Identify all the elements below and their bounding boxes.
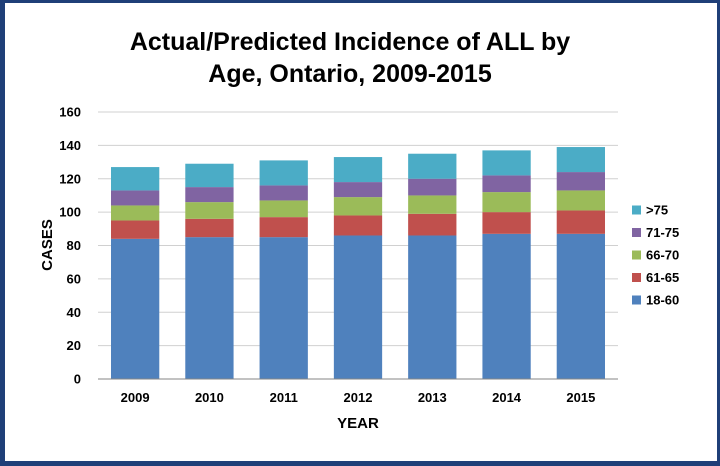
bar-2014-66-70 bbox=[482, 192, 531, 213]
y-tick-label: 160 bbox=[59, 105, 81, 120]
bar-2009->75 bbox=[111, 167, 160, 191]
bar-2010-71-75 bbox=[185, 187, 234, 203]
y-tick-label: 0 bbox=[74, 372, 81, 387]
bar-2011-71-75 bbox=[259, 185, 308, 201]
bar-2012->75 bbox=[333, 157, 383, 183]
legend-swatch-61-65 bbox=[632, 273, 641, 282]
x-tick-label: 2012 bbox=[344, 390, 373, 405]
legend-swatch-66-70 bbox=[632, 250, 641, 260]
y-tick-labels: 0 20 40 60 80 100 120 140 160 bbox=[59, 105, 81, 387]
y-tick-label: 80 bbox=[67, 238, 81, 253]
bar-2012-66-70 bbox=[333, 197, 383, 216]
bar-2010->75 bbox=[185, 163, 234, 188]
bar-2011-66-70 bbox=[259, 200, 308, 218]
legend-label: 66-70 bbox=[646, 248, 679, 263]
bar-2013-18-60 bbox=[408, 235, 457, 379]
bar-2014->75 bbox=[482, 150, 531, 176]
bar-2012-18-60 bbox=[333, 235, 383, 379]
x-tick-label: 2009 bbox=[121, 390, 150, 405]
bar-2015-66-70 bbox=[556, 190, 605, 211]
bar-2011-18-60 bbox=[259, 237, 308, 379]
bar-2015->75 bbox=[556, 147, 605, 173]
bar-2009-18-60 bbox=[111, 238, 160, 379]
legend-label: 61-65 bbox=[646, 270, 679, 285]
bar-2009-66-70 bbox=[111, 205, 160, 221]
legend-swatch->75 bbox=[632, 205, 641, 215]
y-tick-label: 40 bbox=[67, 305, 81, 320]
x-tick-label: 2013 bbox=[418, 390, 447, 405]
y-tick-label: 60 bbox=[67, 271, 81, 286]
bar-2014-18-60 bbox=[482, 233, 531, 379]
x-tick-labels: 2009 2010 2011 2012 2013 2014 2015 bbox=[121, 390, 596, 405]
bar-2010-18-60 bbox=[185, 237, 234, 379]
x-tick-label: 2014 bbox=[492, 390, 522, 405]
bar-2014-61-65 bbox=[482, 212, 531, 234]
bar-2012-61-65 bbox=[333, 215, 383, 236]
bar-2013->75 bbox=[408, 153, 457, 179]
y-tick-label: 100 bbox=[59, 205, 81, 220]
y-tick-label: 140 bbox=[59, 138, 81, 153]
bar-2013-71-75 bbox=[408, 178, 457, 196]
bar-2013-61-65 bbox=[408, 213, 457, 236]
bar-2012-71-75 bbox=[333, 182, 383, 198]
x-tick-label: 2015 bbox=[566, 390, 595, 405]
legend-label: 71-75 bbox=[646, 225, 679, 240]
bar-2009-71-75 bbox=[111, 190, 160, 206]
bar-2011-61-65 bbox=[259, 217, 308, 238]
legend: >75 71-75 66-70 61-65 18-60 bbox=[632, 203, 679, 308]
legend-label: 18-60 bbox=[646, 293, 679, 308]
bar-2009-61-65 bbox=[111, 220, 160, 239]
chart-title: Actual/Predicted Incidence of ALL by Age… bbox=[129, 28, 571, 88]
y-tick-label: 20 bbox=[67, 338, 81, 353]
bar-2015-18-60 bbox=[556, 233, 605, 379]
bar-series bbox=[111, 147, 605, 379]
bar-2015-71-75 bbox=[556, 172, 605, 191]
x-tick-label: 2010 bbox=[195, 390, 224, 405]
bar-2010-61-65 bbox=[185, 218, 234, 238]
bar-2011->75 bbox=[259, 160, 308, 186]
y-tick-label: 120 bbox=[59, 171, 81, 186]
legend-swatch-18-60 bbox=[632, 295, 641, 305]
y-axis-label: CASES bbox=[39, 219, 56, 271]
legend-label: >75 bbox=[646, 203, 668, 218]
bar-2015-61-65 bbox=[556, 210, 605, 234]
x-tick-label: 2011 bbox=[270, 390, 298, 405]
bar-2010-66-70 bbox=[185, 202, 234, 219]
bar-2013-66-70 bbox=[408, 195, 457, 214]
legend-swatch-71-75 bbox=[632, 228, 641, 237]
bar-2014-71-75 bbox=[482, 175, 531, 193]
x-axis-label: YEAR bbox=[337, 415, 379, 432]
